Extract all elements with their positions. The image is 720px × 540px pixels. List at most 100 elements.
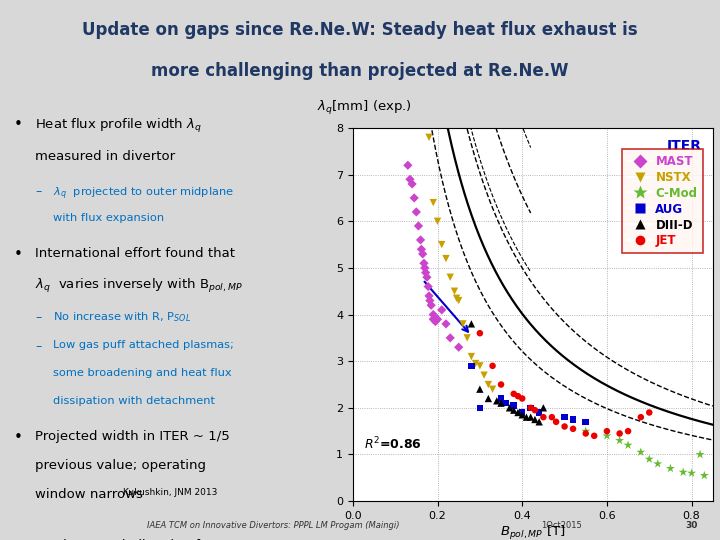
Text: $\it{R^2}$=0.86: $\it{R^2}$=0.86: [364, 436, 421, 453]
Text: $\lambda_q$[mm] (exp.): $\lambda_q$[mm] (exp.): [317, 99, 412, 117]
Point: [424, 296, 436, 305]
Point: [525, 413, 536, 422]
Point: [580, 429, 592, 438]
Point: [622, 427, 634, 435]
Text: some broadening and heat flux: some broadening and heat flux: [53, 368, 232, 378]
Point: [453, 343, 464, 352]
Point: [694, 450, 706, 459]
Point: [534, 408, 545, 417]
Point: [652, 460, 664, 468]
Point: [444, 334, 456, 342]
Point: [423, 292, 435, 300]
Point: [428, 198, 439, 207]
Point: [550, 417, 562, 426]
Point: [529, 406, 541, 415]
Point: [432, 217, 444, 226]
Point: [404, 175, 415, 184]
Point: [457, 320, 469, 328]
Point: [512, 408, 523, 417]
Text: with flux expansion: with flux expansion: [53, 213, 164, 223]
Point: [644, 408, 655, 417]
Point: [622, 441, 634, 449]
Point: [408, 194, 420, 202]
Point: [525, 403, 536, 412]
Point: [538, 403, 549, 412]
Point: [512, 392, 523, 401]
Point: [567, 424, 579, 433]
Point: [440, 320, 451, 328]
Point: [432, 315, 444, 323]
Point: [491, 396, 503, 405]
Point: [534, 417, 545, 426]
Point: [601, 427, 613, 435]
Point: [635, 448, 647, 456]
Point: [423, 133, 435, 141]
Point: [462, 334, 473, 342]
Point: [428, 315, 439, 323]
Point: [436, 240, 448, 249]
Text: Heat flux profile width $\lambda_q$: Heat flux profile width $\lambda_q$: [35, 117, 202, 136]
Point: [474, 329, 485, 338]
Point: [466, 320, 477, 328]
Point: [678, 468, 689, 476]
Point: [415, 235, 426, 244]
Text: No increase with R, P$_{SOL}$: No increase with R, P$_{SOL}$: [53, 310, 191, 325]
Text: •: •: [14, 247, 23, 262]
Point: [504, 403, 516, 412]
Text: Update on gaps since Re.Ne.W: Steady heat flux exhaust is: Update on gaps since Re.Ne.W: Steady hea…: [82, 21, 638, 39]
Point: [453, 296, 464, 305]
Text: Kukushkin, JNM 2013: Kukushkin, JNM 2013: [124, 488, 218, 497]
Point: [538, 413, 549, 422]
Point: [580, 417, 592, 426]
Text: window narrows: window narrows: [35, 488, 148, 501]
Text: Much more challenging for: Much more challenging for: [35, 538, 212, 540]
Point: [417, 249, 428, 258]
Point: [635, 413, 647, 422]
Point: [559, 413, 570, 422]
Point: [698, 471, 710, 480]
Point: [487, 385, 498, 394]
Point: [508, 401, 520, 410]
Text: more challenging than projected at Re.Ne.W: more challenging than projected at Re.Ne…: [151, 62, 569, 80]
Text: Projected width in ITER ~ 1/5: Projected width in ITER ~ 1/5: [35, 430, 230, 443]
Point: [410, 207, 422, 216]
Text: dissipation with detachment: dissipation with detachment: [53, 396, 215, 406]
Point: [415, 245, 427, 254]
Point: [418, 259, 430, 267]
Point: [644, 455, 655, 463]
Point: [614, 429, 626, 438]
Point: [466, 362, 477, 370]
Text: IAEA TCM on Innovative Divertors: PPPL LM Progam (Maingi): IAEA TCM on Innovative Divertors: PPPL L…: [148, 522, 400, 530]
Text: $\lambda_q$  projected to outer midplane: $\lambda_q$ projected to outer midplane: [53, 185, 234, 201]
Point: [500, 399, 511, 408]
Point: [444, 273, 456, 281]
Point: [482, 380, 494, 389]
Point: [413, 221, 424, 230]
Point: [440, 254, 451, 263]
Point: [516, 410, 528, 419]
Point: [402, 161, 413, 170]
Point: [495, 394, 507, 403]
Point: [580, 427, 592, 435]
Point: [487, 362, 498, 370]
Point: [419, 264, 431, 272]
Point: [470, 359, 482, 368]
Point: [466, 352, 477, 361]
Point: [508, 406, 520, 415]
Text: –: –: [35, 185, 42, 198]
Point: [529, 415, 541, 424]
Point: [478, 371, 490, 380]
Text: –: –: [35, 340, 42, 353]
Point: [614, 436, 626, 445]
Point: [474, 385, 485, 394]
Point: [474, 362, 485, 370]
Point: [516, 408, 528, 417]
Point: [451, 294, 462, 302]
Point: [521, 413, 532, 422]
Text: previous value; operating: previous value; operating: [35, 460, 207, 472]
Point: [546, 413, 557, 422]
Point: [430, 317, 441, 326]
Point: [567, 415, 579, 424]
Point: [686, 469, 698, 477]
Text: 30: 30: [685, 522, 698, 530]
